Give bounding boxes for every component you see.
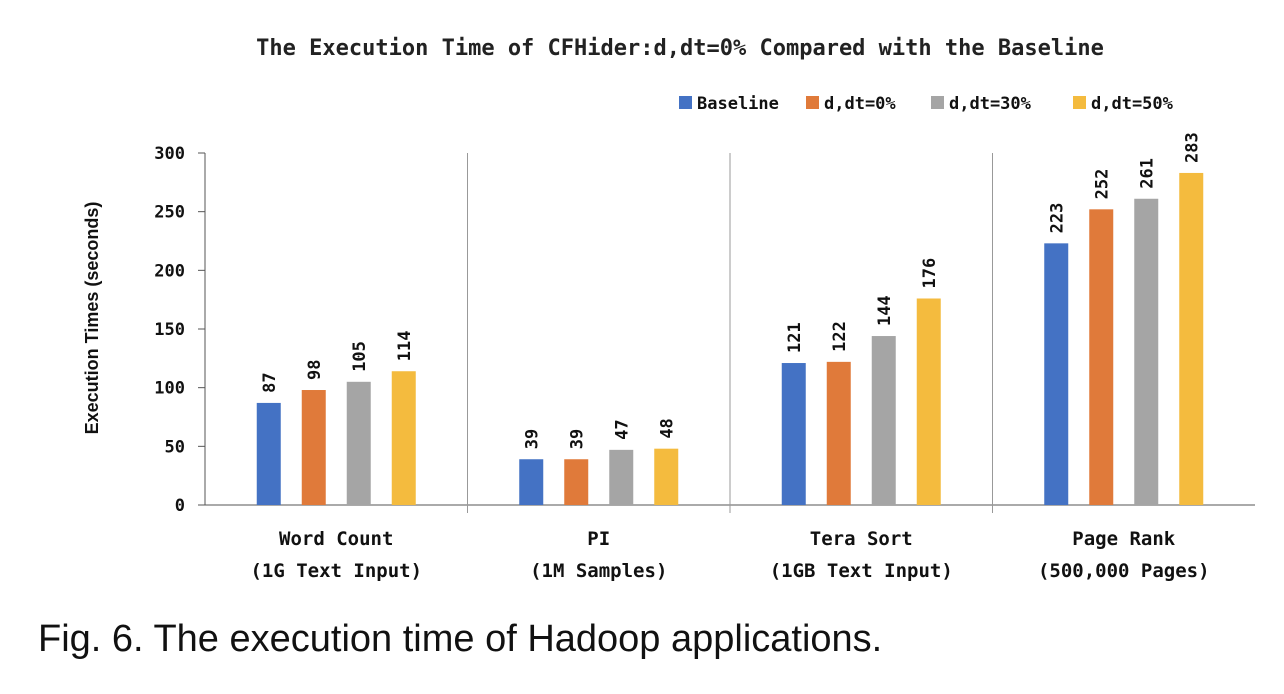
- legend-swatch: [679, 96, 692, 109]
- bar-chart: The Execution Time of CFHider:d,dt=0% Co…: [82, 36, 1255, 582]
- bar: [781, 363, 806, 505]
- legend-label: d,dt=50%: [1091, 94, 1174, 114]
- bar: [1134, 198, 1159, 505]
- bar: [1179, 172, 1204, 506]
- data-label: 223: [1047, 203, 1067, 234]
- bar: [519, 459, 544, 505]
- y-axis-label: Execution Times (seconds): [82, 202, 102, 435]
- bar: [609, 449, 634, 505]
- data-label: 48: [657, 418, 677, 438]
- x-tick-label: Tera Sort: [810, 528, 913, 550]
- bar: [301, 390, 326, 505]
- bar: [826, 361, 851, 505]
- chart-axes: 0 50 100 150 200 250 300 Word Count (1G Text Inp…: [154, 144, 1255, 582]
- y-tick-label: 250: [154, 203, 185, 223]
- data-label: 122: [830, 321, 850, 352]
- legend-label: d,dt=0%: [824, 94, 896, 114]
- y-tick-label: 0: [175, 496, 185, 516]
- x-tick-label: (500,000 Pages): [1038, 560, 1210, 582]
- y-tick-label: 300: [154, 144, 185, 164]
- chart-legend: Baseline d,dt=0% d,dt=30% d,dt=50%: [679, 94, 1174, 114]
- data-label: 176: [920, 258, 940, 289]
- data-label: 252: [1092, 169, 1112, 200]
- bar: [1044, 243, 1069, 505]
- x-tick-label: Page Rank: [1072, 528, 1176, 550]
- bar: [916, 298, 941, 505]
- legend-label: Baseline: [697, 94, 779, 114]
- x-tick-label: PI: [587, 528, 610, 550]
- x-tick-label: (1M Samples): [530, 560, 667, 582]
- data-label: 47: [612, 419, 632, 439]
- y-tick-label: 200: [154, 261, 185, 281]
- legend-swatch: [1073, 96, 1086, 109]
- data-label: 114: [395, 331, 415, 362]
- bar: [346, 381, 371, 505]
- data-label: 39: [522, 429, 542, 449]
- figure-caption: Fig. 6. The execution time of Hadoop app…: [38, 618, 883, 660]
- y-tick-label: 150: [154, 320, 185, 340]
- data-label: 261: [1137, 158, 1157, 189]
- bar: [871, 336, 896, 505]
- bar: [654, 448, 679, 505]
- data-label: 98: [305, 360, 325, 380]
- legend-label: d,dt=30%: [949, 94, 1032, 114]
- y-tick-label: 50: [165, 437, 185, 457]
- data-label: 283: [1182, 132, 1202, 163]
- bar: [564, 459, 589, 505]
- bar: [256, 402, 281, 505]
- x-tick-label: Word Count: [279, 528, 393, 550]
- data-label: 121: [785, 322, 805, 353]
- data-label: 87: [260, 372, 280, 392]
- y-tick-label: 100: [154, 379, 185, 399]
- data-label: 144: [875, 295, 895, 326]
- chart-bars: 87 98 105 114 39 39 47 48 121 122 144 176 223 252 261 2…: [256, 132, 1204, 506]
- legend-swatch: [806, 96, 819, 109]
- legend-swatch: [931, 96, 944, 109]
- bar: [1089, 209, 1114, 505]
- data-label: 105: [350, 341, 370, 372]
- x-tick-label: (1G Text Input): [250, 560, 422, 582]
- x-tick-label: (1GB Text Input): [770, 560, 953, 582]
- chart-title: The Execution Time of CFHider:d,dt=0% Co…: [256, 36, 1104, 61]
- bar: [391, 371, 416, 505]
- data-label: 39: [567, 429, 587, 449]
